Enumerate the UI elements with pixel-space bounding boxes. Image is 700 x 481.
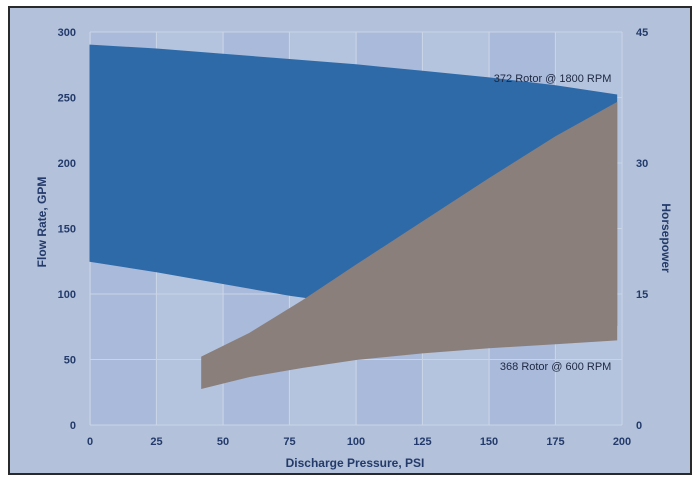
ticks: 0 25 50 75 100 125 150 175 200050100150200250300… (58, 27, 649, 448)
x-tick-label: 100 (347, 436, 365, 448)
y-tick-label: 200 (58, 158, 76, 170)
x-tick-label: 0 (87, 436, 93, 448)
y2-tick-label: 30 (636, 158, 648, 170)
x-tick-label: 125 (413, 436, 431, 448)
y-tick-label: 250 (58, 93, 76, 105)
y-tick-label: 50 (64, 355, 76, 367)
y2-tick-label: 45 (636, 27, 648, 39)
x-tick-label: 25 (150, 436, 162, 448)
series-annotation: 372 Rotor @ 1800 RPM (494, 73, 612, 85)
x-tick-label: 200 (613, 436, 631, 448)
annotations: 372 Rotor @ 1800 RPM 368 Rotor @ 600 RPM (494, 73, 612, 373)
areas (89, 44, 618, 389)
x-axis-label: Discharge Pressure, PSI (286, 456, 425, 470)
y2-tick-label: 0 (636, 420, 642, 432)
y-tick-label: 300 (58, 27, 76, 39)
x-tick-label: 50 (217, 436, 229, 448)
x-tick-label: 150 (480, 436, 498, 448)
y-axis-label: Flow Rate, GPM (35, 177, 49, 268)
y2-axis-label: Horsepower (659, 203, 673, 273)
y-tick-label: 150 (58, 224, 76, 236)
y2-tick-label: 15 (636, 289, 648, 301)
area-series-2 (201, 101, 618, 389)
series-annotation: 368 Rotor @ 600 RPM (500, 361, 611, 373)
y-tick-label: 100 (58, 289, 76, 301)
x-tick-label: 175 (546, 436, 564, 448)
y-tick-label: 0 (70, 420, 76, 432)
x-tick-label: 75 (283, 436, 295, 448)
